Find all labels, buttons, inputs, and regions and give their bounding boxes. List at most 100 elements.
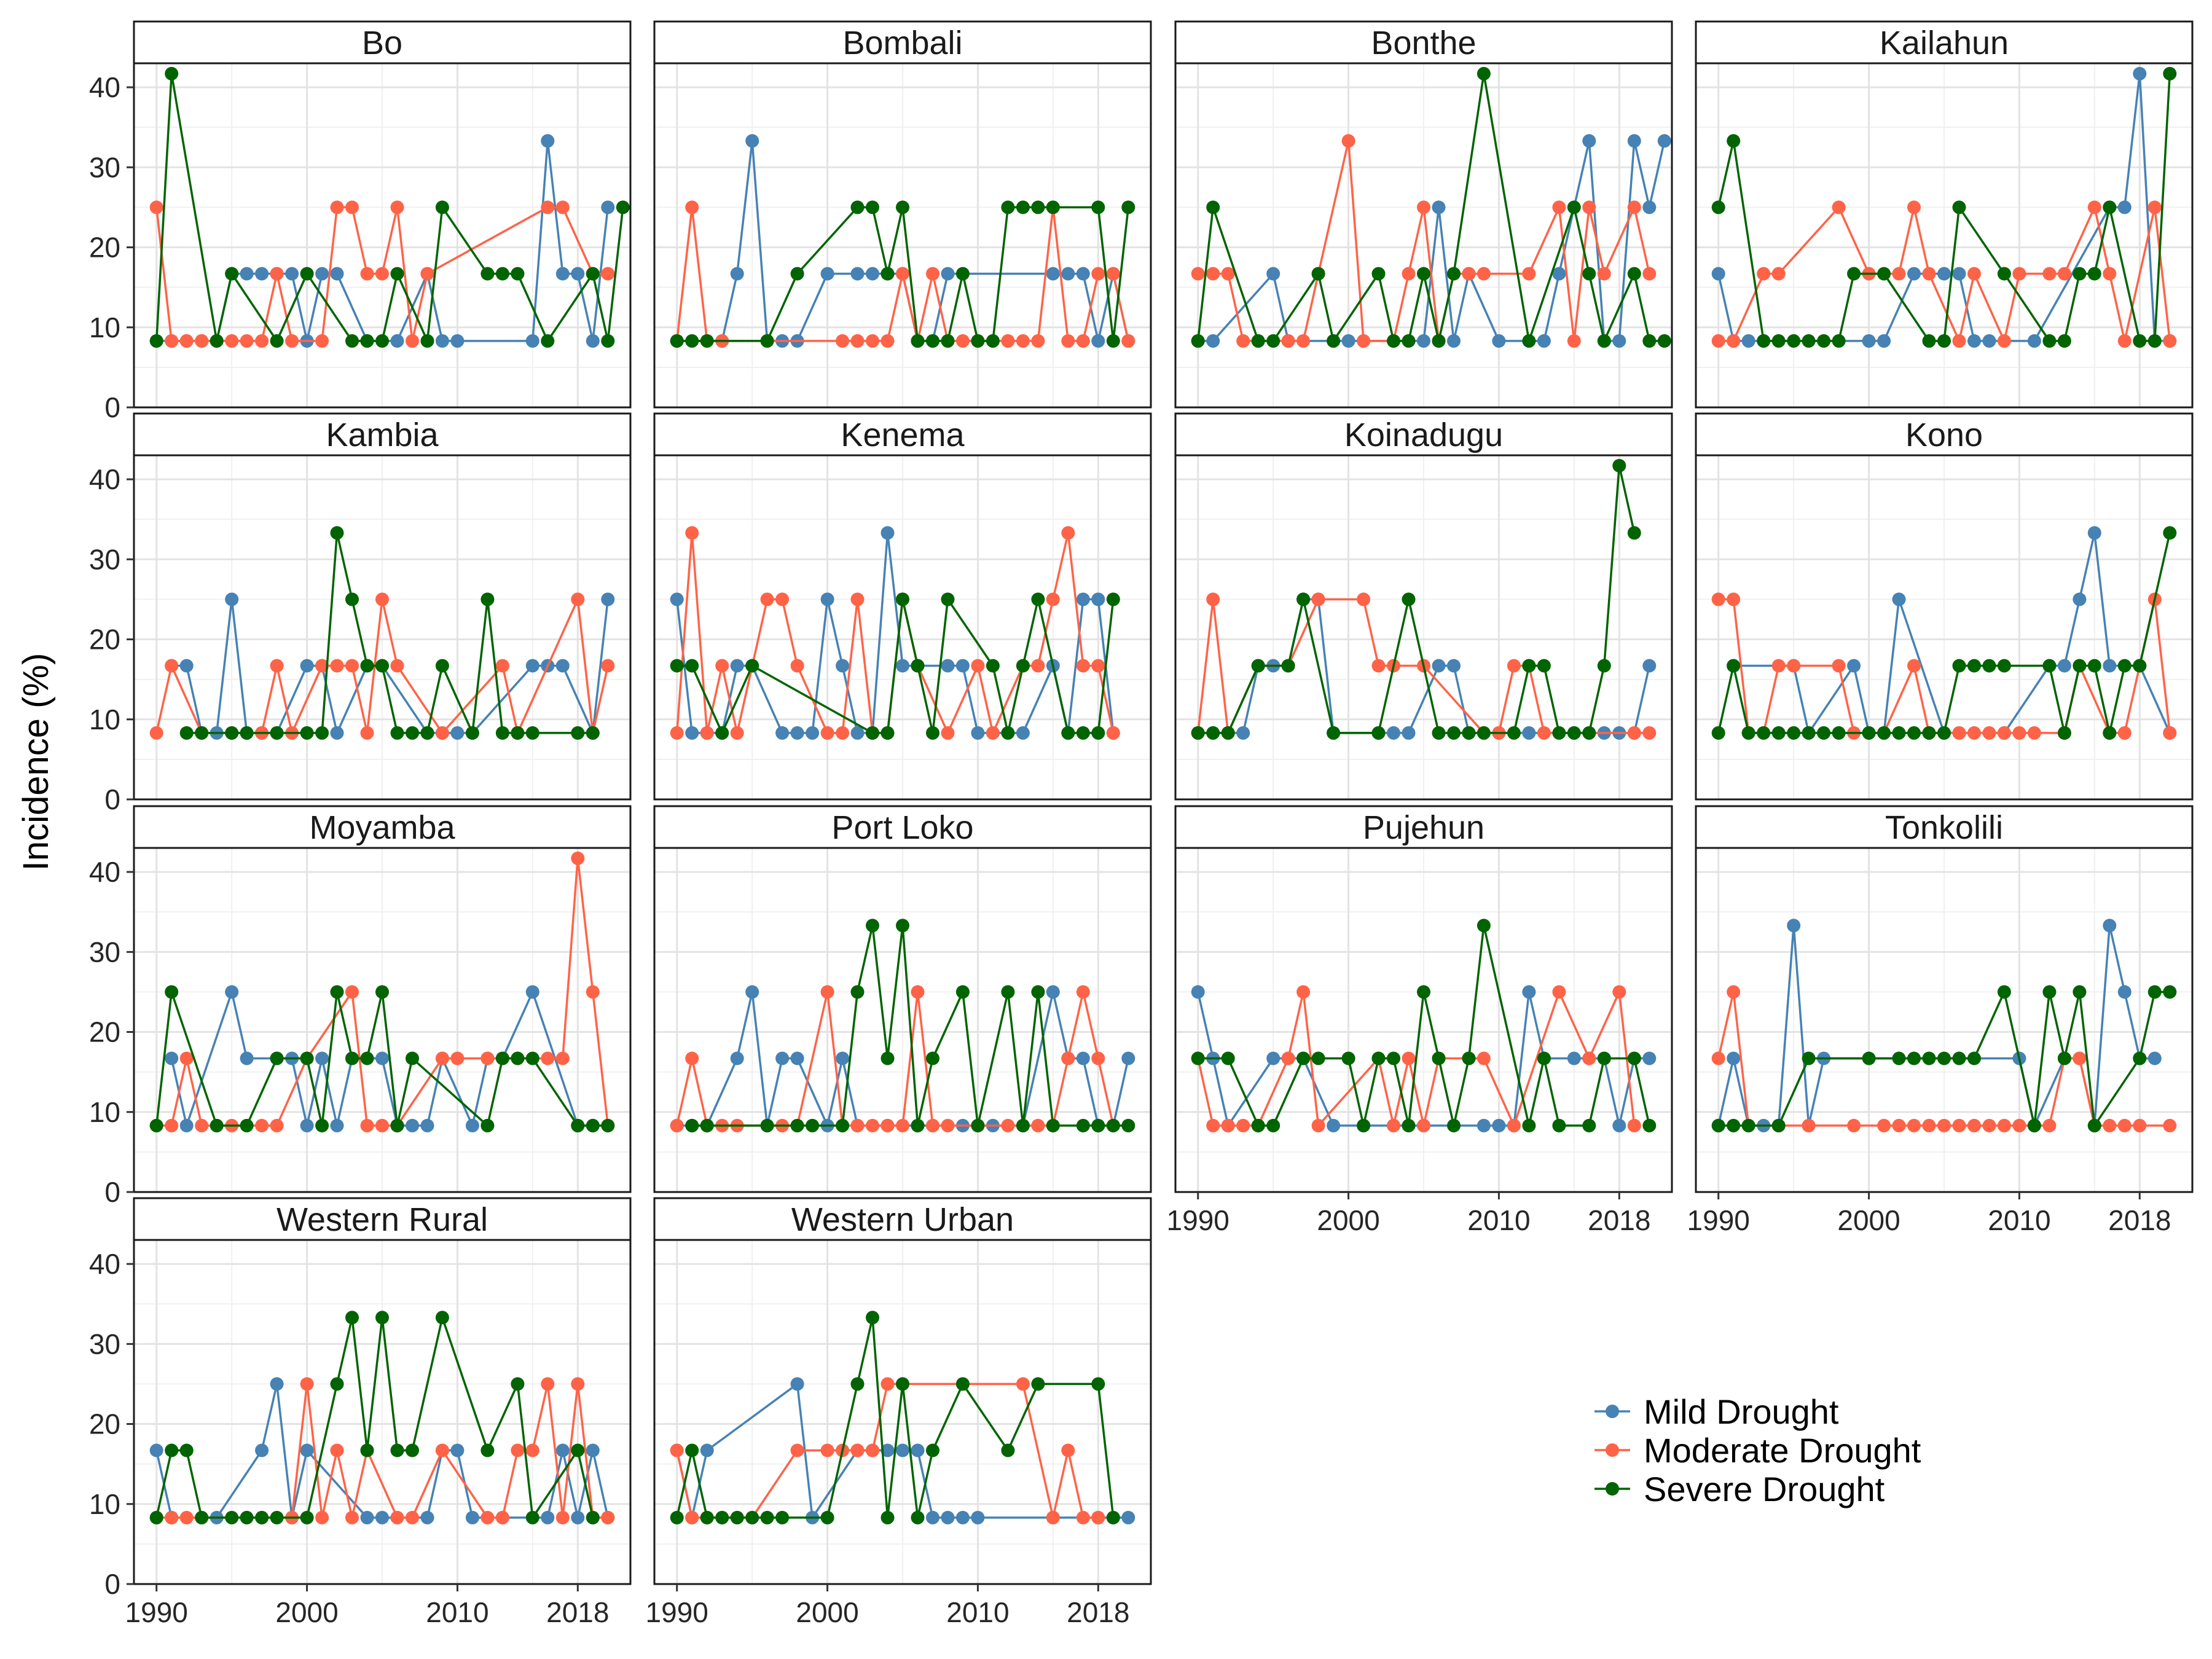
data-point-moderate-drought xyxy=(2147,200,2162,214)
data-point-severe-drought xyxy=(1061,726,1075,740)
y-tick-label: 0 xyxy=(104,1568,120,1600)
panel-border xyxy=(1695,454,2194,801)
data-point-mild-drought xyxy=(2147,1051,2162,1065)
data-point-severe-drought xyxy=(2163,985,2177,999)
data-point-moderate-drought xyxy=(836,726,850,740)
data-point-severe-drought xyxy=(1597,659,1611,673)
data-point-moderate-drought xyxy=(1031,334,1045,348)
data-point-moderate-drought xyxy=(1711,1051,1725,1065)
data-point-moderate-drought xyxy=(1016,334,1030,348)
data-point-moderate-drought xyxy=(850,1443,865,1457)
data-point-severe-drought xyxy=(926,334,939,348)
data-point-mild-drought xyxy=(1522,726,1536,740)
data-point-mild-drought xyxy=(525,985,539,999)
y-tick-label: 30 xyxy=(89,1328,120,1360)
data-point-severe-drought xyxy=(2057,726,2071,740)
data-point-mild-drought xyxy=(450,726,465,740)
panel-pujehun: Pujehun 1990 2000 2010 2018 xyxy=(1167,805,1673,1236)
data-point-mild-drought xyxy=(601,200,615,214)
data-point-mild-drought xyxy=(1982,334,1996,348)
series-line-severe-drought xyxy=(677,206,1130,342)
data-point-severe-drought xyxy=(616,200,630,214)
data-point-severe-drought xyxy=(1892,1051,1906,1065)
data-point-mild-drought xyxy=(586,334,600,348)
data-point-severe-drought xyxy=(330,985,344,999)
data-point-moderate-drought xyxy=(1922,1118,1936,1132)
data-point-moderate-drought xyxy=(2163,1118,2177,1132)
data-point-severe-drought xyxy=(1016,659,1030,673)
data-point-moderate-drought xyxy=(1892,1118,1906,1132)
panel-border xyxy=(653,454,1152,801)
y-tick-label: 30 xyxy=(89,543,120,575)
data-point-mild-drought xyxy=(1121,1510,1135,1524)
data-point-mild-drought xyxy=(1537,334,1551,348)
panel-border xyxy=(1695,847,2194,1193)
data-point-mild-drought xyxy=(1787,919,1801,933)
data-point-severe-drought xyxy=(1477,66,1491,80)
data-point-moderate-drought xyxy=(165,659,179,673)
y-tick-label: 10 xyxy=(89,1096,120,1128)
legend-key-point xyxy=(1606,1405,1619,1418)
data-point-moderate-drought xyxy=(1642,726,1657,740)
data-point-moderate-drought xyxy=(1711,592,1725,606)
data-point-mild-drought xyxy=(1952,267,1966,281)
data-point-severe-drought xyxy=(210,1118,224,1132)
data-point-severe-drought xyxy=(911,1510,925,1524)
panel-western-rural: Western Rural 0 10 20 30 40 1990 2000 2010 2018 xyxy=(89,1197,632,1628)
data-point-severe-drought xyxy=(345,334,359,348)
y-tick-label: 10 xyxy=(89,312,120,343)
data-point-severe-drought xyxy=(1642,1118,1657,1132)
panel-strip xyxy=(133,412,632,457)
y-tick-label: 30 xyxy=(89,936,120,968)
data-point-moderate-drought xyxy=(300,1377,314,1391)
series-line-moderate-drought xyxy=(155,206,608,342)
data-point-severe-drought xyxy=(1387,334,1400,348)
data-point-mild-drought xyxy=(450,334,465,348)
panel-strip xyxy=(1695,805,2194,849)
data-point-moderate-drought xyxy=(1001,1118,1015,1132)
data-point-severe-drought xyxy=(601,1118,615,1132)
data-point-severe-drought xyxy=(715,726,729,740)
data-point-moderate-drought xyxy=(195,334,209,348)
data-point-severe-drought xyxy=(926,1051,939,1065)
data-point-moderate-drought xyxy=(1296,985,1311,999)
data-point-moderate-drought xyxy=(836,334,850,348)
data-point-moderate-drought xyxy=(790,659,804,673)
data-point-severe-drought xyxy=(2147,985,2162,999)
data-point-severe-drought xyxy=(1311,1051,1325,1065)
data-point-severe-drought xyxy=(941,592,955,606)
data-point-severe-drought xyxy=(2133,1051,2147,1065)
data-point-moderate-drought xyxy=(270,1118,284,1132)
data-point-moderate-drought xyxy=(1076,334,1090,348)
data-point-severe-drought xyxy=(896,1377,909,1391)
data-point-severe-drought xyxy=(1447,1118,1461,1132)
data-point-moderate-drought xyxy=(1937,1118,1951,1132)
data-point-severe-drought xyxy=(1371,267,1386,281)
data-point-moderate-drought xyxy=(165,1118,179,1132)
data-point-severe-drought xyxy=(1031,200,1045,214)
data-point-moderate-drought xyxy=(760,592,774,606)
data-point-moderate-drought xyxy=(1417,200,1430,214)
data-point-mild-drought xyxy=(911,1443,925,1457)
data-point-severe-drought xyxy=(1877,267,1891,281)
data-point-moderate-drought xyxy=(2057,267,2071,281)
data-point-mild-drought xyxy=(685,726,699,740)
data-point-moderate-drought xyxy=(1727,592,1741,606)
data-point-severe-drought xyxy=(330,1377,344,1391)
data-point-moderate-drought xyxy=(730,726,744,740)
data-point-severe-drought xyxy=(775,1510,790,1524)
data-point-mild-drought xyxy=(2103,919,2117,933)
data-point-severe-drought xyxy=(1106,334,1120,348)
data-point-severe-drought xyxy=(375,659,389,673)
data-point-moderate-drought xyxy=(1997,726,2011,740)
data-point-mild-drought xyxy=(1877,334,1891,348)
data-point-severe-drought xyxy=(1522,1118,1536,1132)
data-point-moderate-drought xyxy=(2163,726,2177,740)
data-point-moderate-drought xyxy=(1537,726,1551,740)
x-tick-label: 2018 xyxy=(2108,1204,2171,1236)
data-point-moderate-drought xyxy=(149,726,163,740)
data-point-severe-drought xyxy=(195,1510,209,1524)
data-point-mild-drought xyxy=(941,1510,955,1524)
data-point-severe-drought xyxy=(406,1443,419,1457)
data-point-moderate-drought xyxy=(601,267,615,281)
